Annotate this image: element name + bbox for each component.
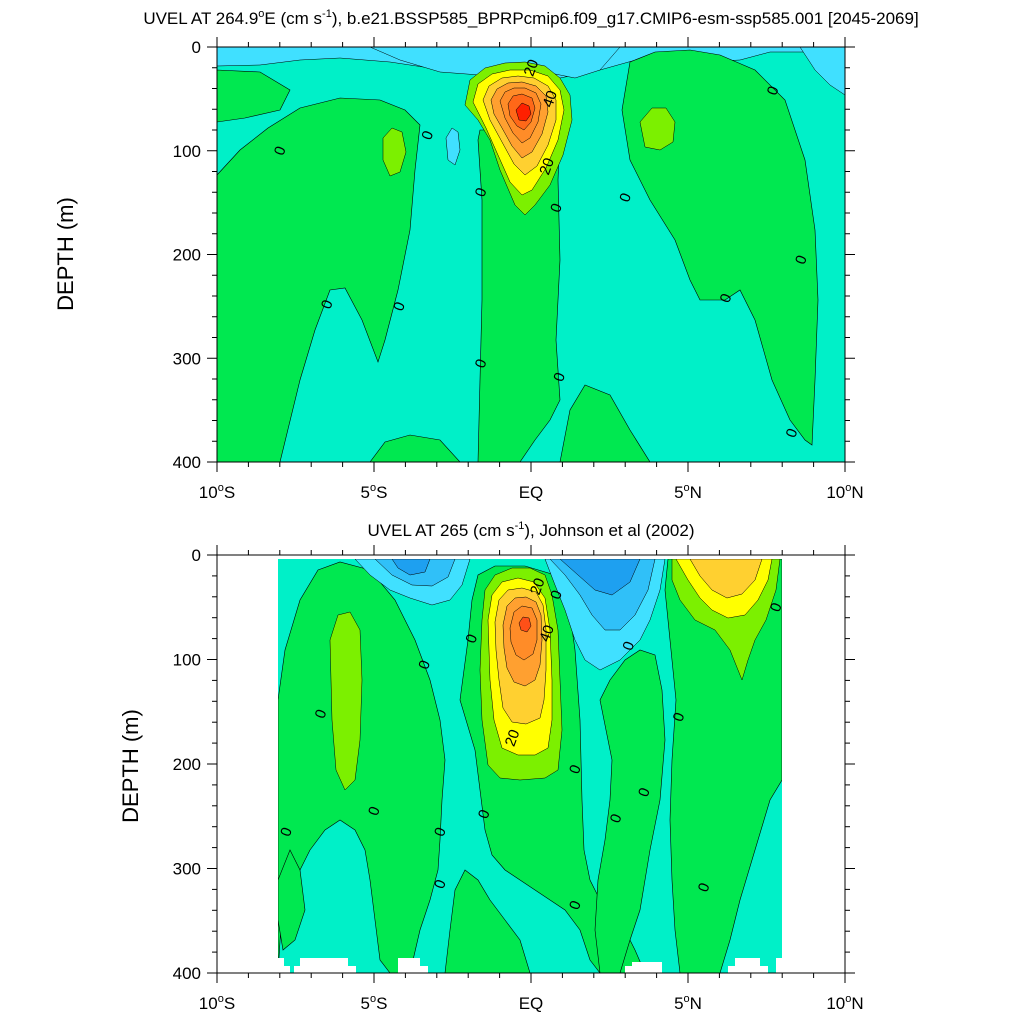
top-y-tick-label: 100 — [173, 142, 201, 161]
top-x-tick-label: 10oS — [199, 482, 235, 502]
bottom-contour-label: 20 — [527, 576, 549, 597]
top-axes: 0 100 200 300 400 10oS 5oS EQ 5oN 10oN — [173, 37, 864, 502]
top-band-positive-right — [621, 49, 819, 446]
top-y-tick-label: 300 — [173, 349, 201, 368]
bottom-x-tick-label: 10oN — [826, 993, 863, 1013]
top-filled-contours — [217, 47, 845, 462]
top-contour-label: 20 — [536, 156, 558, 177]
bot-band-pos-30-right — [689, 559, 763, 599]
top-band-positive-left — [217, 97, 421, 462]
top-contour-label: 20 — [521, 57, 543, 78]
bot-band-negative-top-left-3 — [391, 559, 431, 576]
bottom-x-tick-label: 10oS — [199, 993, 235, 1013]
bottom-y-tick-label: 100 — [173, 651, 201, 670]
bot-band-negative-top-right-3 — [559, 559, 641, 596]
bottom-y-tick-label: 400 — [173, 964, 201, 983]
top-band-positive-left-upper — [217, 69, 291, 123]
bottom-filled-contours — [278, 559, 782, 973]
top-band-positive-right-inner — [639, 107, 676, 151]
top-x-tick-label: 10oN — [826, 482, 863, 502]
top-x-tick-label: 5oS — [361, 482, 388, 502]
top-y-tick-label: 0 — [192, 38, 201, 57]
bot-band-positive-right-b — [664, 559, 782, 973]
panel-bottom: UVEL AT 265 (cm s-1), Johnson et al (200… — [118, 520, 864, 1013]
bottom-contour-label: 20 — [502, 727, 524, 748]
bottom-y-tick-label: 200 — [173, 755, 201, 774]
bot-euc-core — [518, 616, 532, 633]
top-euc-core — [515, 102, 532, 122]
bottom-y-tick-label: 0 — [192, 546, 201, 565]
bot-band-pos-weak-left — [329, 611, 363, 791]
top-negative-pocket — [445, 127, 461, 166]
bot-band-positive-left-b — [278, 849, 306, 951]
bottom-x-tick-label: 5oS — [361, 993, 388, 1013]
top-band-positive-lowleft — [369, 434, 461, 462]
bot-band-positive-center-low — [444, 869, 531, 973]
top-contour-label: 40 — [539, 88, 561, 109]
bottom-y-tick-label: 300 — [173, 860, 201, 879]
top-x-tick-label: 5oN — [674, 482, 702, 502]
top-band-positive-left-inner — [382, 127, 407, 177]
bottom-axes: 0 100 200 300 400 10oS 5oS EQ 5oN 10oN — [173, 545, 864, 1013]
bottom-y-axis-label: DEPTH (m) — [118, 709, 143, 823]
bot-missing-data — [278, 958, 782, 973]
top-x-tick-label: EQ — [519, 483, 544, 502]
bottom-x-tick-label: 5oN — [674, 993, 702, 1013]
panel-top: UVEL AT 264.9oE (cm s-1), b.e21.BSSP585_… — [53, 8, 919, 502]
bot-band-positive-right-a — [594, 649, 666, 973]
top-y-tick-label: 400 — [173, 453, 201, 472]
top-band-negative-right — [799, 47, 845, 96]
bot-euc-band-45 — [509, 605, 538, 661]
bottom-x-tick-label: EQ — [519, 994, 544, 1013]
bottom-contour-label: 40 — [536, 623, 558, 644]
top-chart-title: UVEL AT 264.9oE (cm s-1), b.e21.BSSP585_… — [143, 8, 918, 28]
top-y-tick-label: 200 — [173, 246, 201, 265]
bottom-chart-title: UVEL AT 265 (cm s-1), Johnson et al (200… — [368, 520, 695, 540]
top-y-axis-label: DEPTH (m) — [53, 197, 78, 311]
top-band-positive-lowcenter — [559, 384, 651, 462]
